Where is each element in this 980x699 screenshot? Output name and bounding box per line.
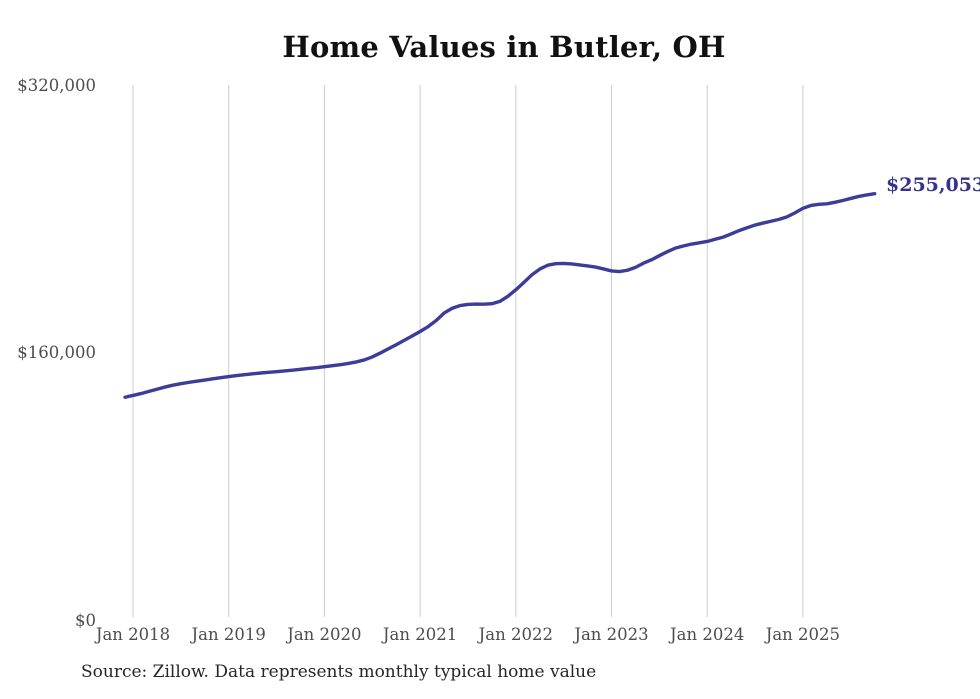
x-tick-label: Jan 2022 (478, 625, 553, 644)
y-tick-label: $320,000 (17, 75, 96, 95)
x-tick-label: Jan 2018 (95, 625, 171, 644)
home-value-line (123, 191, 877, 399)
x-tick-label: Jan 2024 (670, 625, 745, 644)
y-tick-label: $160,000 (17, 343, 96, 363)
source-note: Source: Zillow. Data represents monthly … (81, 662, 597, 682)
x-tick-label: Jan 2023 (574, 625, 649, 644)
x-tick-label: Jan 2025 (765, 625, 841, 644)
chart-title: Home Values in Butler, OH (282, 30, 726, 64)
x-tick-label: Jan 2019 (191, 625, 266, 644)
y-tick-label: $0 (75, 611, 96, 630)
x-tick-label: Jan 2020 (287, 625, 362, 644)
end-value-label: $255,053 (886, 173, 980, 196)
x-tick-label: Jan 2021 (382, 625, 458, 644)
